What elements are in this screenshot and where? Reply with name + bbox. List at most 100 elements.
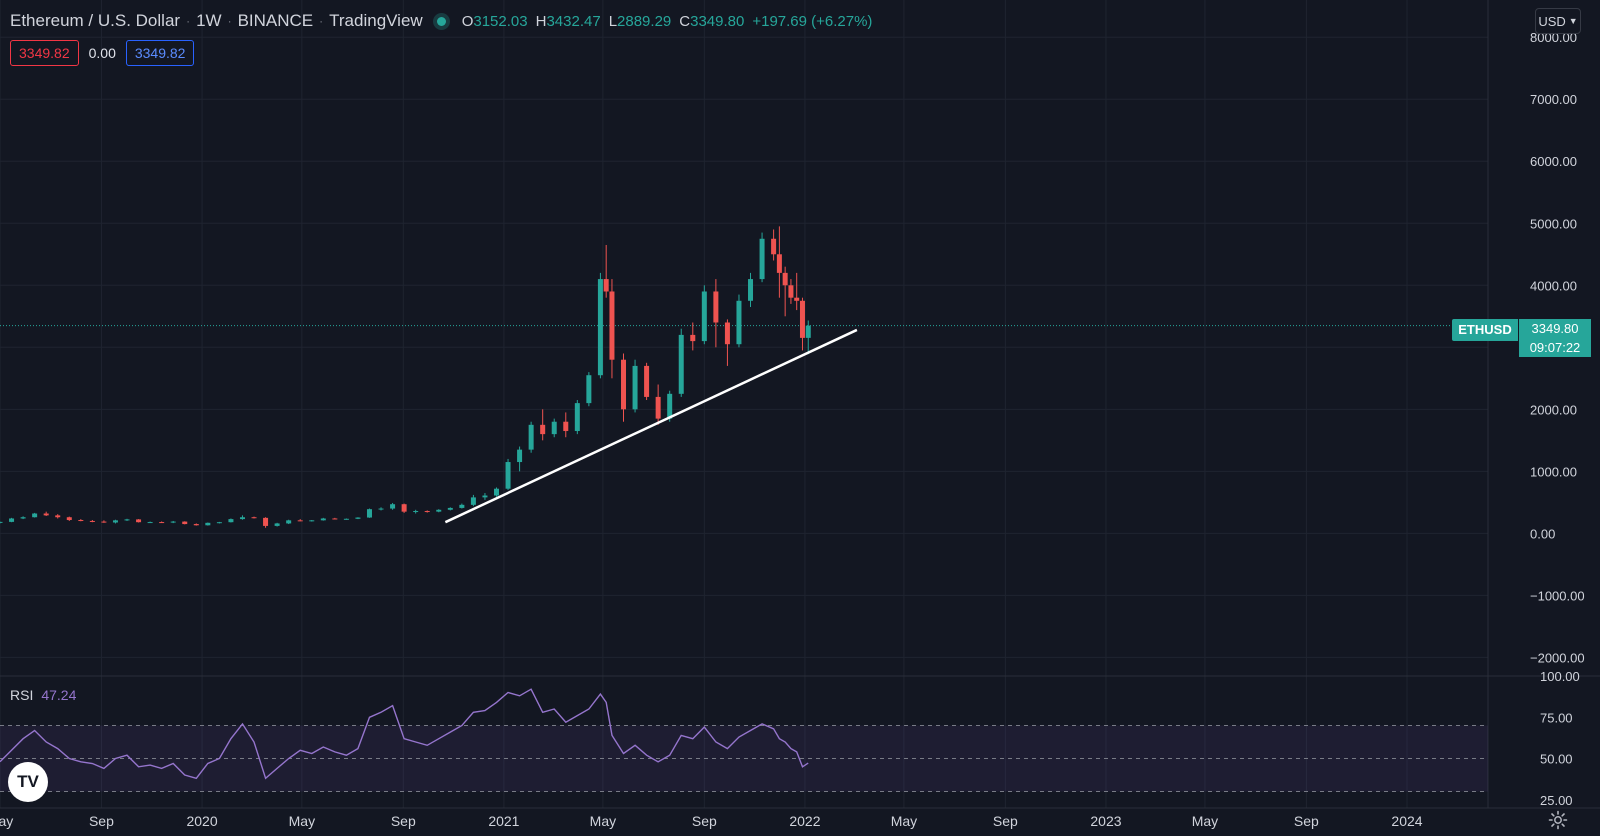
buy-price-button[interactable]: 3349.82 xyxy=(125,40,195,66)
time-tick-label: 2021 xyxy=(488,813,519,829)
candle-body xyxy=(505,462,511,489)
candle xyxy=(205,522,211,526)
rsi-tick-label: 25.00 xyxy=(1540,793,1573,808)
candle xyxy=(609,279,615,379)
candle xyxy=(771,229,777,261)
candle-body xyxy=(748,279,754,301)
candle xyxy=(713,279,719,348)
market-status-dot[interactable] xyxy=(436,16,446,26)
candle xyxy=(736,294,742,348)
price-tick-label: 7000.00 xyxy=(1530,92,1577,107)
candle-body xyxy=(470,497,476,505)
source-label: TradingView xyxy=(329,11,423,30)
candle xyxy=(193,523,199,526)
candle-body xyxy=(378,508,384,510)
candle-body xyxy=(609,291,615,360)
candle xyxy=(0,521,3,524)
candle xyxy=(517,446,523,472)
candle xyxy=(540,409,546,441)
time-tick-label: May xyxy=(891,813,917,829)
candle xyxy=(690,322,696,351)
candle-body xyxy=(805,325,811,338)
candle xyxy=(586,372,592,407)
candle xyxy=(794,272,800,311)
rsi-label: RSI xyxy=(10,687,34,703)
time-tick-label: May xyxy=(289,813,315,829)
candle xyxy=(724,319,730,366)
candle xyxy=(424,510,430,513)
candle-body xyxy=(286,520,292,524)
candle xyxy=(112,519,118,524)
candle-body xyxy=(771,238,777,255)
candle-body xyxy=(799,300,805,338)
gear-icon[interactable] xyxy=(1548,810,1568,830)
interval-label[interactable]: 1W xyxy=(196,11,222,30)
candle-body xyxy=(788,285,794,298)
ohlc-low: L2889.29 xyxy=(608,12,672,30)
candle xyxy=(263,517,269,528)
rsi-tick-label: 75.00 xyxy=(1540,710,1573,725)
candle xyxy=(436,509,442,513)
candle-body xyxy=(436,509,442,512)
candle xyxy=(563,412,569,438)
candle-body xyxy=(170,521,176,523)
tradingview-logo[interactable]: TV xyxy=(8,762,48,802)
candle xyxy=(470,494,476,507)
price-tick-label: −2000.00 xyxy=(1530,650,1585,665)
candle-body xyxy=(55,515,61,518)
candle-body xyxy=(297,520,303,522)
candle xyxy=(320,517,326,521)
last-price-value: 3349.80 xyxy=(1531,321,1579,336)
candle xyxy=(66,516,72,521)
candle-body xyxy=(517,449,523,463)
symbol-price-tag: ETHUSD xyxy=(1452,319,1518,341)
rsi-tick-label: 100.00 xyxy=(1540,669,1580,684)
symbol-title[interactable]: Ethereum / U.S. Dollar xyxy=(10,11,181,30)
candle-body xyxy=(124,519,130,521)
time-tick-label: May xyxy=(590,813,616,829)
candle-body xyxy=(447,507,453,510)
candle-body xyxy=(228,519,234,523)
currency-dropdown[interactable]: USD ▼ xyxy=(1535,8,1581,34)
candle xyxy=(799,297,805,351)
time-tick-label: 2024 xyxy=(1391,813,1422,829)
rsi-axis: 100.00 75.00 50.00 25.00 xyxy=(1540,669,1580,808)
candle-body xyxy=(597,279,603,376)
candle xyxy=(239,515,245,520)
candle-body xyxy=(251,517,257,519)
candle xyxy=(378,507,384,511)
candle xyxy=(147,521,153,524)
candle-body xyxy=(263,517,269,526)
candle xyxy=(505,458,511,490)
sell-price-button[interactable]: 3349.82 xyxy=(10,40,79,66)
candle xyxy=(366,508,372,518)
candle-body xyxy=(540,424,546,435)
candle xyxy=(274,522,280,527)
rsi-tick-label: 50.00 xyxy=(1540,752,1573,767)
ohlc-open: O3152.03 xyxy=(461,12,528,30)
candle xyxy=(644,362,650,401)
candle xyxy=(390,502,396,510)
candle xyxy=(788,279,794,304)
candle-body xyxy=(101,521,107,523)
candle xyxy=(805,320,811,355)
candle xyxy=(459,503,465,509)
candle xyxy=(603,244,609,298)
candle-body xyxy=(0,521,3,523)
rsi-legend[interactable]: RSI 47.24 xyxy=(10,687,76,703)
candle-body xyxy=(482,495,488,498)
candle-body xyxy=(343,518,349,520)
candle-body xyxy=(89,520,95,522)
trade-price-boxes: 3349.82 0.00 3349.82 xyxy=(10,40,195,66)
candle-body xyxy=(574,403,580,432)
candle-body xyxy=(136,519,142,523)
candle-body xyxy=(332,518,338,520)
candle xyxy=(632,359,638,413)
ohlc-high: H3432.47 xyxy=(535,12,601,30)
candle xyxy=(182,521,188,525)
price-tick-label: 0.00 xyxy=(1530,526,1555,541)
candle-body xyxy=(413,511,419,513)
exchange-label: BINANCE xyxy=(237,11,314,30)
rsi-line xyxy=(0,688,809,780)
